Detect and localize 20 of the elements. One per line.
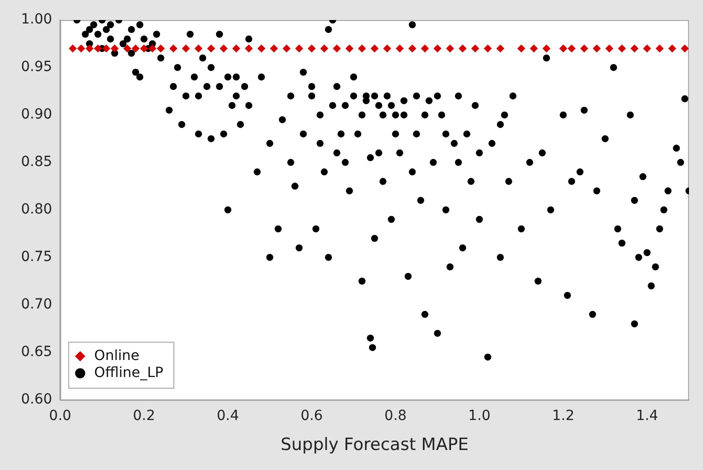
x-tick-label: 1.0 [468, 408, 491, 424]
x-tick-label: 0.8 [384, 408, 407, 424]
x-tick-label: 1.2 [552, 408, 574, 424]
y-tick-label: 0.80 [21, 202, 52, 218]
x-axis-title: Supply Forecast MAPE [280, 435, 469, 456]
x-tick-label: 0.4 [216, 408, 240, 424]
y-tick-label: 0.75 [21, 249, 52, 266]
y-tick-label: 0.65 [21, 344, 52, 360]
legend-label: Offline_LP [94, 364, 164, 381]
x-tick-label: 0.0 [49, 408, 72, 424]
y-tick-label: 0.60 [21, 391, 52, 408]
y-tick-label: 0.90 [21, 106, 52, 123]
x-tick-label: 0.6 [300, 408, 323, 424]
x-tick-label: 1.4 [636, 408, 658, 424]
y-tick-label: 0.85 [21, 154, 52, 170]
x-tick-label: 0.2 [132, 408, 156, 424]
legend-label: Online [94, 348, 140, 364]
y-tick-label: 0.70 [21, 296, 52, 312]
y-tick-label: 1.00 [21, 12, 52, 28]
y-tick-label: 0.95 [21, 59, 52, 76]
